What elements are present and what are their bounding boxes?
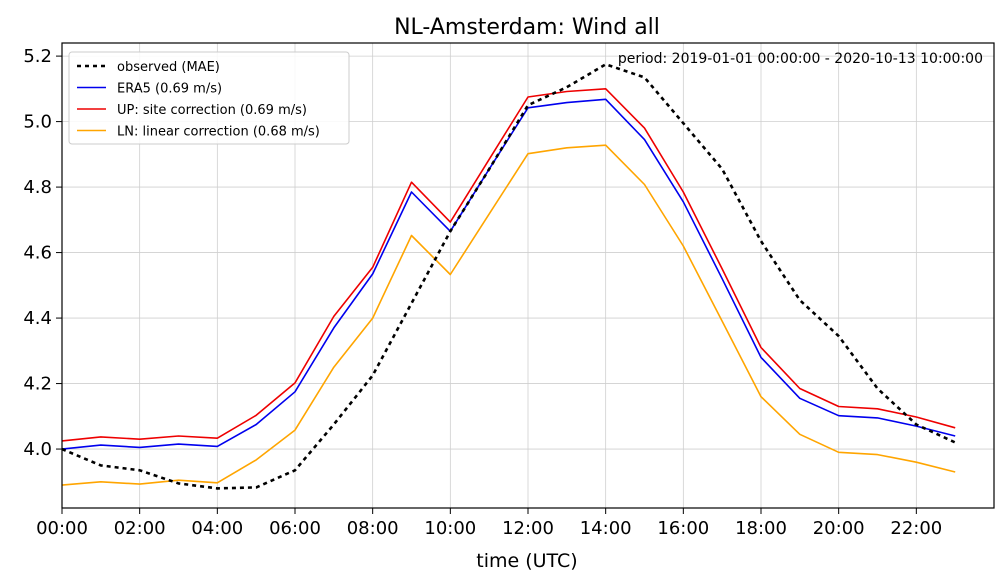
series-line: [61, 63, 956, 490]
x-axis-label: time (UTC): [476, 550, 577, 572]
x-tick-label: 16:00: [657, 518, 709, 539]
series-line: [61, 144, 956, 486]
x-tick-label: 14:00: [580, 518, 632, 539]
y-tick-label: 4.2: [23, 374, 52, 395]
y-tick-label: 4.4: [23, 308, 52, 329]
y-tick-label: 4.6: [23, 243, 52, 264]
x-tick-label: 20:00: [813, 518, 865, 539]
series-line: [61, 88, 956, 442]
x-tick-label: 06:00: [269, 518, 321, 539]
legend-items: observed (MAE) ERA5 (0.69 m/s) UP: site co…: [77, 60, 320, 140]
x-tick-label: 08:00: [347, 518, 399, 539]
legend-label: ERA5 (0.69 m/s): [117, 82, 222, 97]
x-tick-label: 18:00: [735, 518, 787, 539]
legend-label: observed (MAE): [117, 60, 220, 75]
legend-label: LN: linear correction (0.68 m/s): [117, 125, 320, 140]
x-tick-label: 10:00: [424, 518, 476, 539]
x-tick-label: 12:00: [502, 518, 554, 539]
legend-box: [68, 51, 350, 145]
x-tick-label: 04:00: [191, 518, 243, 539]
x-tick-label: 02:00: [114, 518, 166, 539]
x-axis: 00:00 02:00 04:00 06:00 08:00 10:00 12:00 14:00…: [36, 508, 942, 539]
series-lines: [61, 63, 956, 490]
chart-title: NL-Amsterdam: Wind all: [394, 15, 660, 40]
x-tick-label: 22:00: [890, 518, 942, 539]
y-tick-label: 5.0: [23, 112, 52, 133]
y-axis: 4.0 4.2 4.4 4.6 4.8 5.0 5.2: [23, 46, 62, 460]
x-tick-label: 00:00: [36, 518, 88, 539]
y-tick-label: 4.0: [23, 439, 52, 460]
legend: observed (MAE) ERA5 (0.69 m/s) UP: site co…: [68, 51, 350, 145]
y-tick-label: 4.8: [23, 177, 52, 198]
legend-label: UP: site correction (0.69 m/s): [117, 103, 307, 118]
y-tick-label: 5.2: [23, 46, 52, 67]
series-line: [61, 98, 956, 450]
period-annotation: period: 2019-01-01 00:00:00 - 2020-10-13…: [618, 51, 983, 67]
